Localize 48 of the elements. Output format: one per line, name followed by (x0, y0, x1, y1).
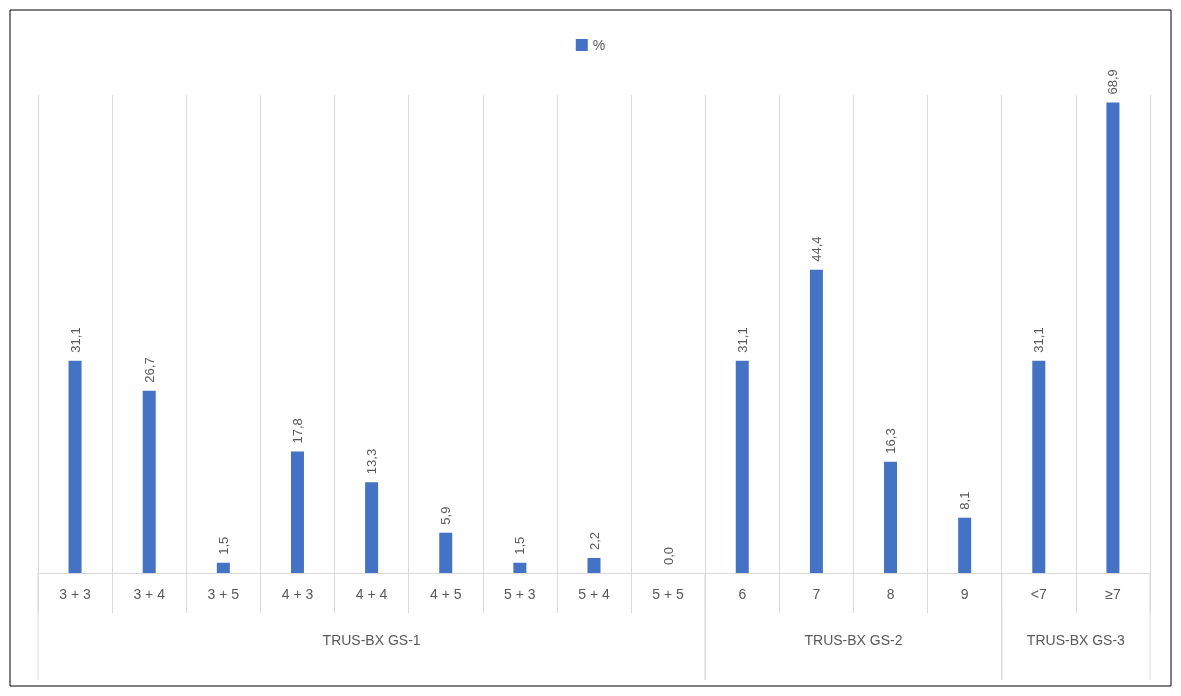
data-label: 31,1 (1031, 327, 1047, 353)
bar (365, 482, 379, 573)
data-label: 5,9 (438, 506, 454, 525)
data-label: 31,1 (67, 327, 83, 353)
x-tick-label: 5 + 3 (504, 586, 536, 602)
data-label: 31,1 (734, 327, 750, 353)
data-label: 17,8 (289, 418, 305, 444)
x-tick-label: 4 + 5 (429, 586, 462, 602)
data-label: 13,3 (364, 448, 380, 475)
bar (290, 451, 304, 573)
data-label: 0,0 (660, 546, 676, 565)
bar (142, 390, 156, 573)
text: TRUS-BX GS-3 (1026, 632, 1126, 648)
bar (439, 532, 453, 573)
bar (587, 557, 601, 573)
data-label: 16,3 (883, 428, 899, 454)
x-tick-label: 3 + 5 (207, 586, 240, 602)
data-label: 26,7 (141, 357, 157, 383)
x-tick-label: 9 (960, 586, 969, 602)
x-tick-label: 4 + 3 (281, 586, 314, 602)
bar (809, 269, 823, 573)
bar (68, 360, 82, 573)
data-label: 8,1 (957, 491, 973, 510)
x-tick-label: 3 + 4 (133, 586, 166, 602)
bar (735, 360, 749, 573)
data-label: 44,4 (808, 236, 824, 262)
bar (513, 562, 527, 573)
bar (884, 461, 898, 573)
x-tick-label: 4 + 4 (355, 586, 388, 602)
bar (1106, 102, 1120, 573)
text: TRUS-BX GS-1 (322, 632, 421, 648)
data-label: 1,5 (512, 536, 528, 555)
x-tick-label: 3 + 3 (59, 586, 92, 602)
data-label: 68,9 (1105, 69, 1121, 95)
x-tick-label: 5 + 4 (578, 586, 610, 602)
x-tick-label: 8 (886, 586, 895, 602)
data-label: 2,2 (586, 531, 602, 550)
x-tick-label: 5 + 5 (652, 586, 685, 602)
bar (958, 517, 972, 573)
data-label: 1,5 (215, 536, 231, 555)
x-tick-label: ≥7 (1105, 586, 1121, 602)
text: TRUS-BX GS-2 (804, 632, 903, 648)
x-tick-label: 7 (812, 586, 821, 602)
x-tick-label: <7 (1030, 586, 1047, 602)
legend-label: % (592, 37, 606, 53)
x-tick-label: 6 (738, 586, 747, 602)
bar (216, 562, 230, 573)
bar (1032, 360, 1046, 573)
